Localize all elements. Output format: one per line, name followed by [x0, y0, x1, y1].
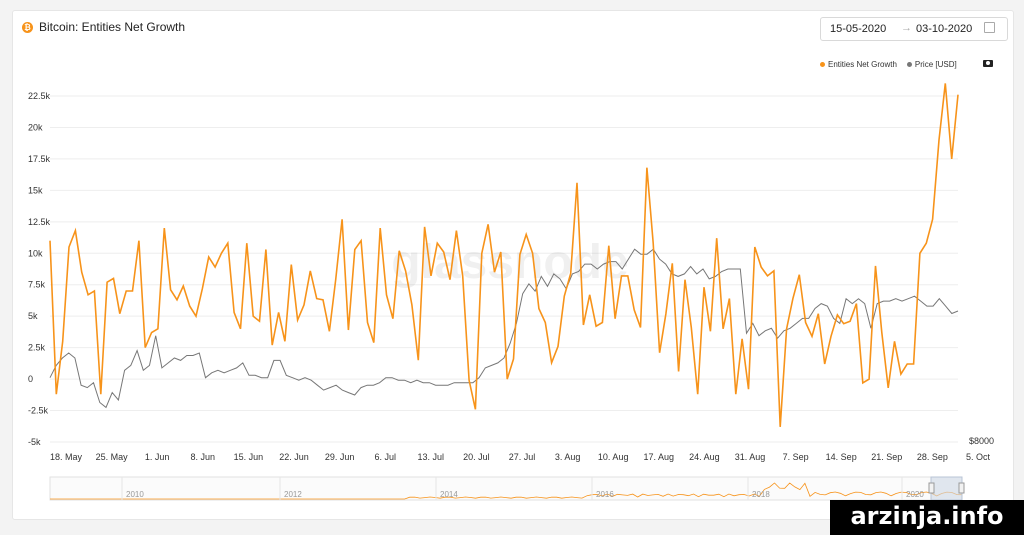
date-range-picker[interactable]: 15-05-2020 → 03-10-2020 [820, 17, 1008, 41]
chart-card [12, 10, 1014, 520]
right-axis-label: $8000 [969, 436, 994, 446]
navigator-track [49, 476, 963, 501]
x-tick-label: 22. Jun [279, 452, 309, 462]
y-axis-ticks: 22.5k 20k 17.5k 15k 12.5k 10k 7.5k 5k 2.5k 0 -2.5k… [28, 91, 51, 447]
glassnode-watermark: glassnode [391, 236, 628, 289]
navigator-tick-label: 2020 [906, 490, 924, 499]
y-tick-label: 7.5k [28, 280, 46, 290]
x-tick-label: 29. Jun [325, 452, 355, 462]
x-tick-label: 13. Jul [418, 452, 445, 462]
x-tick-label: 20. Jul [463, 452, 490, 462]
x-tick-label: 8. Jun [191, 452, 216, 462]
x-tick-label: 17. Aug [644, 452, 675, 462]
x-tick-label: 7. Sep [783, 452, 809, 462]
y-tick-label: 0 [28, 374, 33, 384]
legend-dot-price [906, 62, 912, 67]
x-tick-label: 1. Jun [145, 452, 170, 462]
range-navigator: 2010 2012 2014 2016 2018 2020 [49, 476, 965, 501]
bitcoin-icon: ₿ [22, 21, 33, 33]
navigator-tick-label: 2014 [440, 490, 458, 499]
x-tick-label: 18. May [50, 452, 83, 462]
y-tick-label: 17.5k [28, 154, 51, 164]
x-tick-label: 3. Aug [555, 452, 581, 462]
chart-legend: Entities Net Growth Price [USD] [820, 60, 957, 69]
legend-item-price[interactable]: Price [USD] [906, 60, 957, 69]
legend-label-entities: Entities Net Growth [828, 60, 897, 69]
entities-net-growth-series-line [49, 83, 959, 427]
x-tick-label: 14. Sep [826, 452, 857, 462]
legend-item-entities[interactable]: Entities Net Growth [820, 60, 897, 69]
chart-header: ₿ Bitcoin: Entities Net Growth [22, 20, 185, 34]
navigator-tick-label: 2012 [284, 490, 302, 499]
y-tick-label: 20k [28, 122, 43, 132]
date-from[interactable]: 15-05-2020 [830, 23, 887, 35]
y-tick-label: 22.5k [28, 91, 51, 101]
legend-dot-entities [820, 62, 825, 67]
y-tick-label: -5k [28, 437, 41, 447]
date-range-arrow: → [901, 22, 912, 34]
navigator-selection[interactable] [930, 476, 963, 501]
x-tick-label: 10. Aug [598, 452, 629, 462]
date-to[interactable]: 03-10-2020 [916, 23, 973, 35]
navigator-handle[interactable] [928, 482, 935, 494]
x-tick-label: 24. Aug [689, 452, 720, 462]
x-tick-label: 27. Jul [509, 452, 536, 462]
gridlines [50, 95, 958, 443]
navigator-tick-label: 2018 [752, 490, 770, 499]
navigator-tick-label: 2016 [596, 490, 614, 499]
chart-title: Bitcoin: Entities Net Growth [39, 20, 186, 34]
x-tick-label: 6. Jul [374, 452, 396, 462]
site-watermark-text: arzinja.info [850, 502, 1004, 530]
camera-icon[interactable] [983, 60, 993, 67]
calendar-icon[interactable] [984, 22, 995, 33]
y-tick-label: 15k [28, 185, 43, 195]
site-watermark: arzinja.info [830, 500, 1024, 535]
price-series-line [49, 248, 959, 409]
y-tick-label: -2.5k [28, 406, 49, 416]
x-tick-label: 15. Jun [234, 452, 264, 462]
navigator-tick-label: 2010 [126, 490, 144, 499]
navigator-handle[interactable] [958, 482, 965, 494]
x-axis-ticks: 18. May 25. May 1. Jun 8. Jun 15. Jun 22. Jun… [50, 452, 991, 462]
x-tick-label: 21. Sep [871, 452, 902, 462]
y-tick-label: 12.5k [28, 217, 51, 227]
x-tick-label: 25. May [96, 452, 129, 462]
y-tick-label: 10k [28, 248, 43, 258]
legend-label-price: Price [USD] [914, 60, 957, 69]
navigator-series [50, 482, 963, 500]
y-tick-label: 5k [28, 311, 38, 321]
x-tick-label: 31. Aug [735, 452, 766, 462]
y-tick-label: 2.5k [28, 343, 46, 353]
x-tick-label: 28. Sep [917, 452, 948, 462]
x-tick-label: 5. Oct [966, 452, 991, 462]
